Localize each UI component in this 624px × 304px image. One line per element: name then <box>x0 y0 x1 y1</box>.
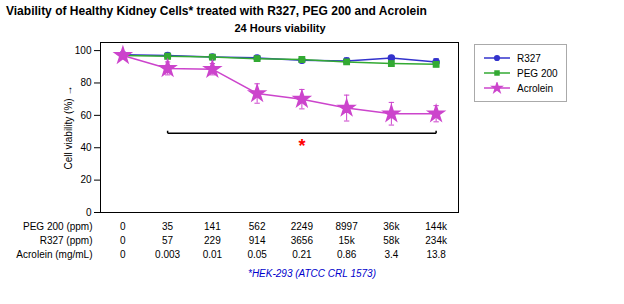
html-text:Viability of Healthy Kidney Ce: Viability of Healthy Kidney Cells* treat… <box>6 4 427 18</box>
svg-text:R327 (ppm): R327 (ppm) <box>40 235 93 246</box>
svg-text:229: 229 <box>204 235 221 246</box>
html-text:*HEK-293 (ATCC CRL 1573): *HEK-293 (ATCC CRL 1573) <box>248 268 376 279</box>
svg-text:0.003: 0.003 <box>155 249 180 260</box>
svg-text:100: 100 <box>75 45 92 56</box>
svg-text:40: 40 <box>80 142 92 153</box>
svg-text:80: 80 <box>80 77 92 88</box>
html-text:Acrolein: Acrolein <box>517 82 554 94</box>
svg-text:PEG 200 (ppm): PEG 200 (ppm) <box>23 221 92 232</box>
svg-text:0.05: 0.05 <box>247 249 267 260</box>
svg-text:Cell viability (%) →: Cell viability (%) → <box>63 86 74 170</box>
svg-text:3656: 3656 <box>291 235 314 246</box>
svg-text:20: 20 <box>80 174 92 185</box>
svg-text:0.01: 0.01 <box>203 249 223 260</box>
svg-text:0: 0 <box>120 249 126 260</box>
svg-text:0: 0 <box>120 235 126 246</box>
svg-text:57: 57 <box>162 235 174 246</box>
svg-text:234k: 234k <box>425 235 448 246</box>
svg-text:15k: 15k <box>339 235 356 246</box>
svg-text:60: 60 <box>80 110 92 121</box>
svg-text:562: 562 <box>249 221 266 232</box>
html-text:PEG 200: PEG 200 <box>517 67 558 79</box>
svg-text:8997: 8997 <box>336 221 359 232</box>
svg-text:141: 141 <box>204 221 221 232</box>
svg-text:914: 914 <box>249 235 266 246</box>
svg-text:13.8: 13.8 <box>426 249 446 260</box>
svg-text:0: 0 <box>120 221 126 232</box>
svg-text:0.86: 0.86 <box>337 249 357 260</box>
svg-text:Acrolein (mg/mL): Acrolein (mg/mL) <box>16 249 92 260</box>
svg-text:35: 35 <box>162 221 174 232</box>
svg-text:0: 0 <box>86 207 92 218</box>
svg-text:2249: 2249 <box>291 221 314 232</box>
svg-text:*: * <box>298 136 305 156</box>
svg-text:144k: 144k <box>425 221 448 232</box>
svg-text:58k: 58k <box>383 235 400 246</box>
html-text:24 Hours viability: 24 Hours viability <box>234 22 326 34</box>
svg-text:3.4: 3.4 <box>384 249 398 260</box>
svg-text:0.21: 0.21 <box>292 249 312 260</box>
html-text:R327: R327 <box>517 52 541 64</box>
svg-text:36k: 36k <box>383 221 400 232</box>
